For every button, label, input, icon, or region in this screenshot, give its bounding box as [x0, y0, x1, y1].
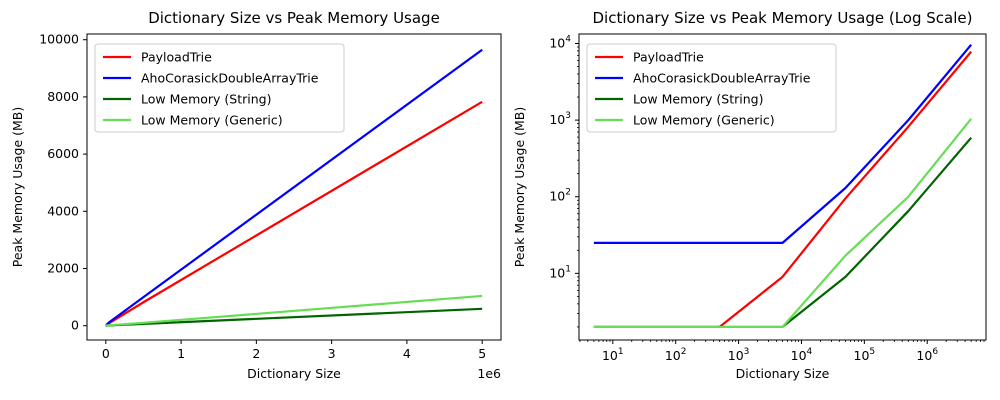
legend: PayloadTrie AhoCorasickDoubleArrayTrie Low…	[94, 43, 345, 133]
chart-1: Dictionary Size vs Peak Memory Usage 0 1 2 3…	[10, 9, 502, 381]
legend: PayloadTrie AhoCorasickDoubleArrayTrie Low…	[586, 43, 837, 133]
y-tick-label: 6000	[47, 146, 79, 161]
legend-label: Low Memory (String)	[633, 92, 763, 107]
y-axis-label: Peak Memory Usage (MB)	[512, 107, 527, 268]
legend-label: Low Memory (Generic)	[141, 113, 283, 128]
x-tick-label: 5	[478, 346, 486, 361]
y-axis-label: Peak Memory Usage (MB)	[10, 107, 25, 268]
x-tick-label: 101	[602, 347, 624, 363]
y-tick-label: 103	[549, 111, 571, 127]
legend-label: AhoCorasickDoubleArrayTrie	[633, 71, 811, 86]
x-axis-label: Dictionary Size	[736, 366, 830, 381]
x-axis-label: Dictionary Size	[247, 366, 341, 381]
x-tick-label: 103	[728, 347, 750, 363]
legend-label: PayloadTrie	[141, 50, 212, 65]
series-line-low-memory-generic-	[104, 294, 483, 327]
x-tick-label: 102	[665, 347, 687, 363]
legend-label: PayloadTrie	[633, 50, 704, 65]
y-tick-label: 101	[549, 264, 571, 280]
x-tick-label: 2	[252, 346, 260, 361]
y-tick-label: 104	[549, 34, 571, 50]
x-tick-label: 4	[403, 346, 411, 361]
y-tick-label: 8000	[47, 89, 79, 104]
x-tick-label: 105	[854, 347, 876, 363]
legend-label: AhoCorasickDoubleArrayTrie	[141, 71, 319, 86]
x-tick-label: 106	[916, 347, 938, 363]
y-tick-label: 2000	[47, 261, 79, 276]
chart-title: Dictionary Size vs Peak Memory Usage	[148, 9, 440, 27]
y-tick-label: 10000	[39, 32, 79, 47]
plot-frame	[578, 33, 987, 341]
series-line-payloadtrie	[104, 100, 483, 327]
legend-box	[586, 43, 837, 133]
plot-frame	[86, 33, 502, 341]
y-tick-label: 4000	[47, 203, 79, 218]
x-offset-label: 1e6	[477, 366, 501, 381]
series-line-ahocorasickdoublearraytrie	[593, 43, 973, 244]
chart-2: Dictionary Size vs Peak Memory Usage (Lo…	[512, 9, 987, 381]
legend-label: Low Memory (Generic)	[633, 113, 775, 128]
x-tick-label: 104	[791, 347, 813, 363]
y-tick-label: 0	[71, 318, 79, 333]
series-line-low-memory-string-	[593, 136, 973, 329]
series-line-low-memory-generic-	[593, 118, 973, 329]
legend-label: Low Memory (String)	[141, 92, 271, 107]
x-tick-label: 0	[102, 346, 110, 361]
y-tick-label: 102	[549, 188, 571, 204]
legend-box	[94, 43, 345, 133]
chart-title: Dictionary Size vs Peak Memory Usage (Lo…	[592, 9, 972, 27]
x-tick-label: 3	[328, 346, 336, 361]
x-tick-label: 1	[177, 346, 185, 361]
